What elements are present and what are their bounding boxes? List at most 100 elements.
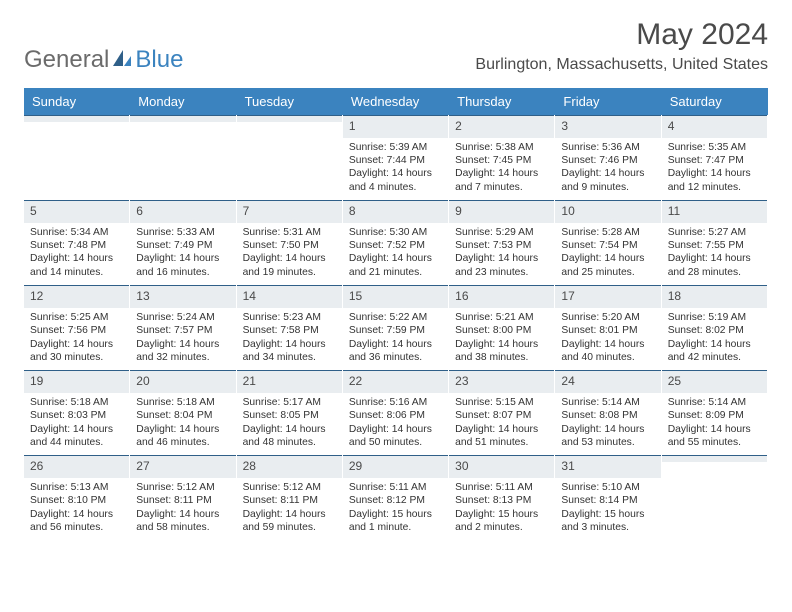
- day-number: 8: [343, 200, 448, 223]
- day-number: 9: [449, 200, 554, 223]
- day-info: [237, 122, 342, 131]
- day-cell: [237, 115, 343, 200]
- day-info: Sunrise: 5:14 AMSunset: 8:09 PMDaylight:…: [662, 393, 767, 456]
- day-info: Sunrise: 5:18 AMSunset: 8:04 PMDaylight:…: [130, 393, 235, 456]
- sunrise-text: Sunrise: 5:39 AM: [349, 141, 442, 154]
- day-number: [130, 115, 235, 122]
- header: General Blue May 2024 Burlington, Massac…: [0, 0, 792, 80]
- daylight-text: Daylight: 14 hours and 4 minutes.: [349, 167, 442, 194]
- sunrise-text: Sunrise: 5:10 AM: [561, 481, 654, 494]
- day-number: 27: [130, 455, 235, 478]
- logo: General Blue: [24, 46, 183, 74]
- day-cell: 8Sunrise: 5:30 AMSunset: 7:52 PMDaylight…: [343, 200, 449, 285]
- day-info: Sunrise: 5:13 AMSunset: 8:10 PMDaylight:…: [24, 478, 129, 541]
- daylight-text: Daylight: 14 hours and 44 minutes.: [30, 423, 123, 450]
- sunrise-text: Sunrise: 5:16 AM: [349, 396, 442, 409]
- calendar-body: 1Sunrise: 5:39 AMSunset: 7:44 PMDaylight…: [24, 115, 768, 540]
- title-group: May 2024 Burlington, Massachusetts, Unit…: [475, 18, 768, 74]
- sunrise-text: Sunrise: 5:18 AM: [136, 396, 229, 409]
- day-info: Sunrise: 5:34 AMSunset: 7:48 PMDaylight:…: [24, 223, 129, 286]
- logo-text-blue: Blue: [135, 46, 183, 74]
- location-text: Burlington, Massachusetts, United States: [475, 56, 768, 74]
- sunset-text: Sunset: 8:04 PM: [136, 409, 229, 422]
- day-number: 11: [662, 200, 767, 223]
- day-number: 16: [449, 285, 554, 308]
- sunrise-text: Sunrise: 5:18 AM: [30, 396, 123, 409]
- day-cell: 20Sunrise: 5:18 AMSunset: 8:04 PMDayligh…: [130, 370, 236, 455]
- sunrise-text: Sunrise: 5:30 AM: [349, 226, 442, 239]
- sunset-text: Sunset: 7:49 PM: [136, 239, 229, 252]
- day-cell: 12Sunrise: 5:25 AMSunset: 7:56 PMDayligh…: [24, 285, 130, 370]
- daylight-text: Daylight: 14 hours and 28 minutes.: [668, 252, 761, 279]
- day-number: 20: [130, 370, 235, 393]
- day-number: 17: [555, 285, 660, 308]
- daylight-text: Daylight: 14 hours and 7 minutes.: [455, 167, 548, 194]
- weekday-header-row: SundayMondayTuesdayWednesdayThursdayFrid…: [24, 88, 768, 115]
- sunset-text: Sunset: 8:00 PM: [455, 324, 548, 337]
- month-title: May 2024: [475, 18, 768, 52]
- daylight-text: Daylight: 14 hours and 46 minutes.: [136, 423, 229, 450]
- day-info: Sunrise: 5:38 AMSunset: 7:45 PMDaylight:…: [449, 138, 554, 201]
- day-number: 6: [130, 200, 235, 223]
- day-info: Sunrise: 5:15 AMSunset: 8:07 PMDaylight:…: [449, 393, 554, 456]
- weekday-header-cell: Monday: [130, 88, 236, 115]
- day-number: 3: [555, 115, 660, 138]
- day-info: Sunrise: 5:19 AMSunset: 8:02 PMDaylight:…: [662, 308, 767, 371]
- day-cell: 3Sunrise: 5:36 AMSunset: 7:46 PMDaylight…: [555, 115, 661, 200]
- daylight-text: Daylight: 14 hours and 16 minutes.: [136, 252, 229, 279]
- day-info: Sunrise: 5:35 AMSunset: 7:47 PMDaylight:…: [662, 138, 767, 201]
- sunrise-text: Sunrise: 5:35 AM: [668, 141, 761, 154]
- day-number: 5: [24, 200, 129, 223]
- day-info: Sunrise: 5:11 AMSunset: 8:13 PMDaylight:…: [449, 478, 554, 541]
- daylight-text: Daylight: 14 hours and 25 minutes.: [561, 252, 654, 279]
- sunset-text: Sunset: 8:14 PM: [561, 494, 654, 507]
- sunrise-text: Sunrise: 5:14 AM: [561, 396, 654, 409]
- sunset-text: Sunset: 7:44 PM: [349, 154, 442, 167]
- daylight-text: Daylight: 14 hours and 21 minutes.: [349, 252, 442, 279]
- sunset-text: Sunset: 8:03 PM: [30, 409, 123, 422]
- day-info: Sunrise: 5:23 AMSunset: 7:58 PMDaylight:…: [237, 308, 342, 371]
- daylight-text: Daylight: 14 hours and 55 minutes.: [668, 423, 761, 450]
- day-info: Sunrise: 5:17 AMSunset: 8:05 PMDaylight:…: [237, 393, 342, 456]
- day-number: 24: [555, 370, 660, 393]
- logo-sail-icon: [111, 48, 133, 73]
- day-number: 26: [24, 455, 129, 478]
- sunrise-text: Sunrise: 5:28 AM: [561, 226, 654, 239]
- day-cell: 5Sunrise: 5:34 AMSunset: 7:48 PMDaylight…: [24, 200, 130, 285]
- day-cell: 13Sunrise: 5:24 AMSunset: 7:57 PMDayligh…: [130, 285, 236, 370]
- day-cell: 10Sunrise: 5:28 AMSunset: 7:54 PMDayligh…: [555, 200, 661, 285]
- daylight-text: Daylight: 14 hours and 36 minutes.: [349, 338, 442, 365]
- day-info: Sunrise: 5:25 AMSunset: 7:56 PMDaylight:…: [24, 308, 129, 371]
- day-cell: 22Sunrise: 5:16 AMSunset: 8:06 PMDayligh…: [343, 370, 449, 455]
- sunrise-text: Sunrise: 5:24 AM: [136, 311, 229, 324]
- day-info: Sunrise: 5:12 AMSunset: 8:11 PMDaylight:…: [237, 478, 342, 541]
- sunrise-text: Sunrise: 5:14 AM: [668, 396, 761, 409]
- day-info: Sunrise: 5:39 AMSunset: 7:44 PMDaylight:…: [343, 138, 448, 201]
- day-number: 1: [343, 115, 448, 138]
- sunrise-text: Sunrise: 5:27 AM: [668, 226, 761, 239]
- day-number: 4: [662, 115, 767, 138]
- sunrise-text: Sunrise: 5:12 AM: [243, 481, 336, 494]
- daylight-text: Daylight: 14 hours and 56 minutes.: [30, 508, 123, 535]
- day-info: Sunrise: 5:16 AMSunset: 8:06 PMDaylight:…: [343, 393, 448, 456]
- day-cell: 19Sunrise: 5:18 AMSunset: 8:03 PMDayligh…: [24, 370, 130, 455]
- sunrise-text: Sunrise: 5:25 AM: [30, 311, 123, 324]
- sunset-text: Sunset: 7:46 PM: [561, 154, 654, 167]
- calendar: SundayMondayTuesdayWednesdayThursdayFrid…: [0, 80, 792, 540]
- sunset-text: Sunset: 8:02 PM: [668, 324, 761, 337]
- day-info: Sunrise: 5:36 AMSunset: 7:46 PMDaylight:…: [555, 138, 660, 201]
- sunset-text: Sunset: 8:13 PM: [455, 494, 548, 507]
- day-info: [662, 462, 767, 471]
- day-info: Sunrise: 5:30 AMSunset: 7:52 PMDaylight:…: [343, 223, 448, 286]
- day-info: Sunrise: 5:22 AMSunset: 7:59 PMDaylight:…: [343, 308, 448, 371]
- sunset-text: Sunset: 7:55 PM: [668, 239, 761, 252]
- day-number: 21: [237, 370, 342, 393]
- sunset-text: Sunset: 7:52 PM: [349, 239, 442, 252]
- daylight-text: Daylight: 14 hours and 42 minutes.: [668, 338, 761, 365]
- daylight-text: Daylight: 14 hours and 23 minutes.: [455, 252, 548, 279]
- day-cell: 14Sunrise: 5:23 AMSunset: 7:58 PMDayligh…: [237, 285, 343, 370]
- sunrise-text: Sunrise: 5:19 AM: [668, 311, 761, 324]
- sunset-text: Sunset: 8:11 PM: [136, 494, 229, 507]
- sunrise-text: Sunrise: 5:11 AM: [349, 481, 442, 494]
- day-info: Sunrise: 5:11 AMSunset: 8:12 PMDaylight:…: [343, 478, 448, 541]
